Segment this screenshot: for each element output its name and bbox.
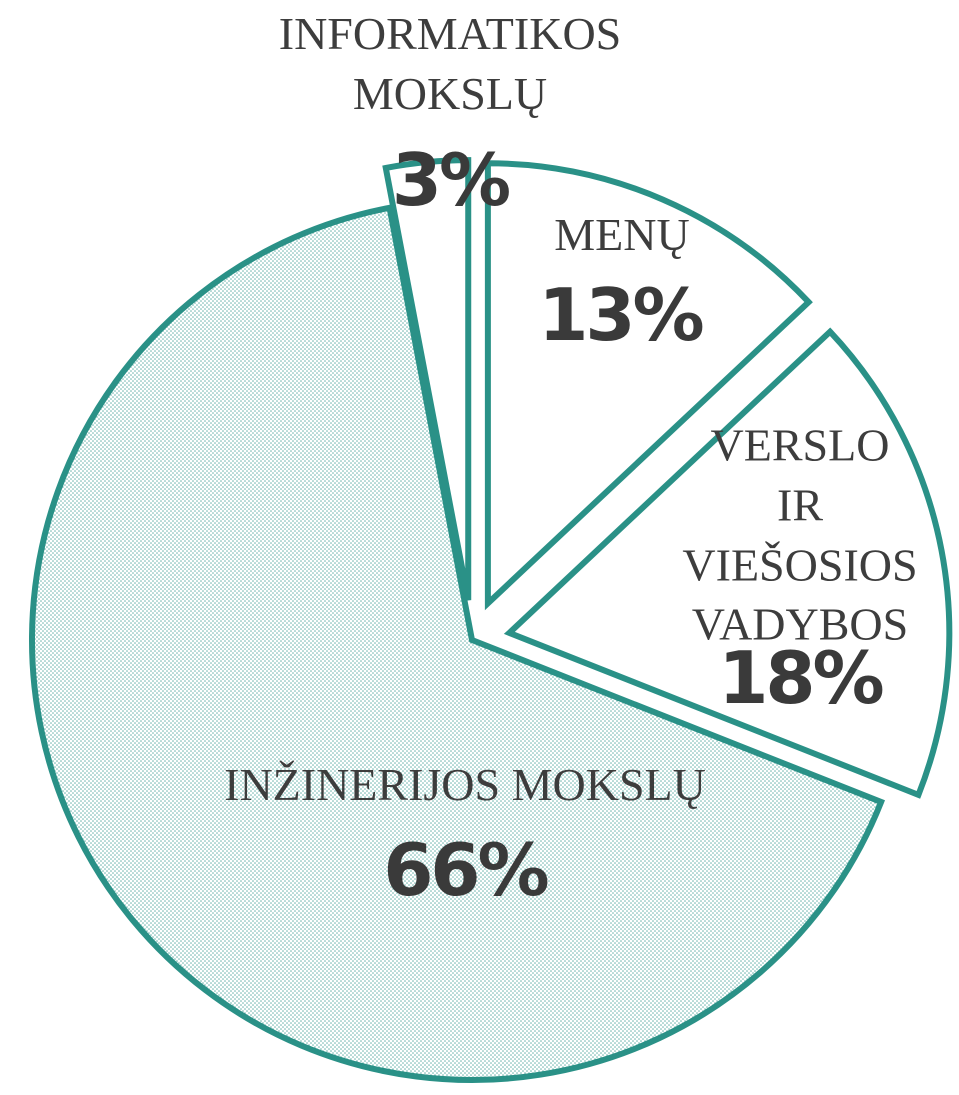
slice-label: INFORMATIKOS MOKSLŲ: [278, 8, 622, 119]
value-label: 3%: [391, 138, 511, 222]
slice-label: MENŲ: [554, 209, 690, 261]
slice-label: VERSLO IR VIEŠOSIOS VADYBOS: [682, 419, 918, 650]
pie-slice: [29, 204, 886, 1083]
value-label: 13%: [538, 273, 704, 357]
slice-label: INŽINERIJOS MOKSLŲ: [224, 759, 706, 811]
pie-slice: [503, 327, 953, 799]
pie-slice: [484, 160, 813, 611]
pie-slice: [382, 157, 472, 601]
value-label: 18%: [718, 636, 884, 720]
value-label: 66%: [383, 828, 549, 912]
